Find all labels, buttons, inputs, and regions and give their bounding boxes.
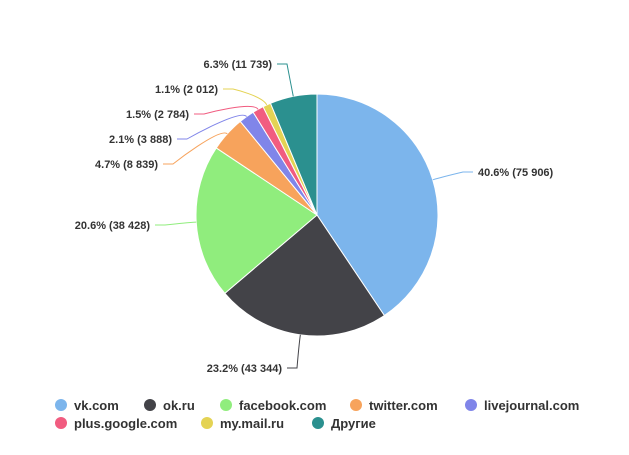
legend-item-facebook-com[interactable]: facebook.com <box>220 398 326 413</box>
legend-item-plus-google-com[interactable]: plus.google.com <box>55 416 177 431</box>
legend-marker-my-mail-ru <box>201 417 213 429</box>
legend-label-facebook-com: facebook.com <box>239 398 326 413</box>
legend-item-ok-ru[interactable]: ok.ru <box>144 398 195 413</box>
legend-label-livejournal-com: livejournal.com <box>484 398 579 413</box>
legend-marker-livejournal-com <box>465 399 477 411</box>
label-connector-vk-com <box>432 171 473 181</box>
label-connector-twitter-com <box>163 132 228 165</box>
legend-item-vk-com[interactable]: vk.com <box>55 398 119 413</box>
legend-marker-ok-ru <box>144 399 156 411</box>
slice-label-plus-google-com: 1.5% (2 784) <box>126 109 189 121</box>
legend-label-plus-google-com: plus.google.com <box>74 416 177 431</box>
label-connector-plus-google-com <box>194 105 259 115</box>
label-connector-ok-ru <box>287 334 301 369</box>
legend-item-my-mail-ru[interactable]: my.mail.ru <box>201 416 284 431</box>
legend-item-livejournal-com[interactable]: livejournal.com <box>465 398 579 413</box>
legend-label-ok-ru: ok.ru <box>163 398 195 413</box>
legend-marker-plus-google-com <box>55 417 67 429</box>
legend-marker-facebook-com <box>220 399 232 411</box>
legend-marker-другие <box>312 417 324 429</box>
legend: vk.com ok.ru facebook.com twitter.com livejo… <box>55 398 579 431</box>
slice-label-facebook-com: 20.6% (38 428) <box>75 220 151 232</box>
legend-label-другие: Другие <box>331 416 376 431</box>
label-connector-facebook-com <box>155 221 197 226</box>
slice-label-другие: 6.3% (11 739) <box>204 59 273 71</box>
slice-label-livejournal-com: 2.1% (3 888) <box>109 134 172 146</box>
pie-slices <box>195 93 439 337</box>
slice-label-vk-com: 40.6% (75 906) <box>478 167 554 179</box>
legend-marker-vk-com <box>55 399 67 411</box>
slice-label-my-mail-ru: 1.1% (2 012) <box>155 84 218 96</box>
label-connectors <box>155 63 473 369</box>
slice-labels: 40.6% (75 906) 23.2% (43 344) 20.6% (38 42… <box>75 59 554 375</box>
pie-slice-ok-ru[interactable] <box>224 214 385 337</box>
slice-label-ok-ru: 23.2% (43 344) <box>207 363 283 375</box>
label-connector-другие <box>277 63 294 97</box>
slice-label-twitter-com: 4.7% (8 839) <box>95 159 158 171</box>
legend-label-twitter-com: twitter.com <box>369 398 438 413</box>
legend-item-twitter-com[interactable]: twitter.com <box>350 398 438 413</box>
legend-label-vk-com: vk.com <box>74 398 119 413</box>
label-connector-my-mail-ru <box>223 88 268 106</box>
label-connector-livejournal-com <box>177 114 247 140</box>
legend-label-my-mail-ru: my.mail.ru <box>220 416 284 431</box>
legend-item-другие[interactable]: Другие <box>312 416 376 431</box>
legend-marker-twitter-com <box>350 399 362 411</box>
